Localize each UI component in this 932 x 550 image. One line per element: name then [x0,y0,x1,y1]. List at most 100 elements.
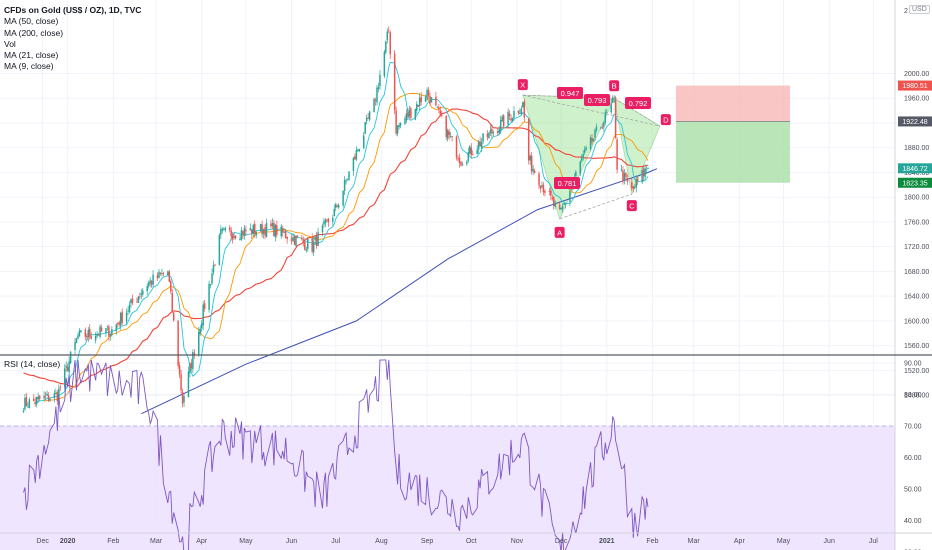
indicator-ma21[interactable]: MA (21, close) [4,50,59,61]
price-tick-label: 1600.00 [904,318,929,325]
candle-body [405,113,408,121]
candle-body [513,110,515,118]
candle-body [202,304,204,326]
candle-body [94,335,97,341]
candle-body [348,171,350,180]
ma-layer [23,61,658,415]
candle-body [212,265,215,273]
currency-label[interactable]: USD [909,5,930,14]
price-tick-label: 1680.00 [904,269,929,276]
candle-body [603,122,605,128]
candle-body [323,221,325,225]
candle-body [203,303,206,309]
pattern-point-x: X [517,79,528,91]
candle-body [626,178,629,182]
candle-body [507,111,509,126]
candle-body [125,312,128,322]
candle-body [564,202,567,205]
time-tick-label: Feb [107,538,119,545]
indicator-ma50[interactable]: MA (50, close) [4,16,59,27]
symbol-title[interactable]: CFDs on Gold (US$ / OZ), 1D, TVC [4,5,142,15]
candle-body [221,228,224,231]
candle-body [259,224,262,231]
candle-body [410,108,412,118]
candle-body [498,129,501,133]
candle-body [44,395,47,397]
candle-body [620,169,623,171]
candle-body [305,249,308,251]
candle-body [90,336,92,339]
candle-body [317,232,319,246]
candle-body [255,231,257,236]
price-tick-label: 1960.00 [904,96,929,103]
candle-body [558,204,561,210]
time-tick-label: Jun [286,538,297,545]
indicator-ma200[interactable]: MA (200, close) [4,27,64,38]
price-badge: 1922.48 [898,116,932,127]
candle-body [146,286,148,292]
price-tick-label: 1800.00 [904,195,929,202]
candle-body [476,149,478,155]
price-tick-label: 1480.00 [904,393,929,400]
candle-body [290,238,293,242]
stop-loss-zone [676,85,790,122]
indicator-vol[interactable]: Vol [4,38,16,49]
candle-body [75,338,78,344]
candle-body [600,127,602,129]
indicator-ma9[interactable]: MA (9, close) [4,61,54,72]
candle-body [367,117,369,119]
candle-body [80,330,82,333]
candle-body [614,97,617,138]
candle-body [198,331,200,356]
candle-body [332,217,334,222]
candle-body [548,191,551,193]
candle-body [315,235,318,247]
candle-body [223,228,225,230]
candle-body [156,275,159,279]
candle-body [139,296,141,298]
candle-body [554,202,556,207]
candle-body [553,197,555,207]
candle-body [47,395,50,401]
candle-body [183,396,185,403]
time-tick-label: May [777,538,791,545]
candle-body [109,333,112,336]
time-tick-label: Dec [36,538,49,545]
candle-body [24,397,26,410]
candle-body [501,116,503,122]
rsi-legend[interactable]: RSI (14, close) [4,359,61,369]
candle-body [445,115,447,137]
candle-body [321,225,324,233]
candle-body [480,142,483,148]
candle-body [374,100,377,102]
candle-body [388,30,390,32]
candle-body [613,97,615,99]
candle-layer [22,26,649,414]
rsi-line [23,359,649,550]
candle-body [550,190,552,197]
candle-body [150,281,153,285]
candle-body [228,227,231,230]
candle-body [368,111,371,120]
time-tick-label: Oct [466,538,477,545]
candle-body [451,135,453,137]
candle-body [34,401,37,404]
rsi-layer [23,359,649,550]
candle-body [408,109,411,117]
candle-body [56,392,59,402]
candle-body [181,391,184,404]
candle-body [178,365,181,375]
candle-body [533,171,536,174]
candle-body [430,97,433,103]
candle-body [261,224,263,235]
ma9-line [33,61,649,405]
candle-body [458,157,461,163]
candle-body [137,296,140,303]
candle-body [336,205,338,207]
candle-body [214,264,216,266]
candle-body [488,132,490,139]
candle-body [482,133,484,142]
candle-body [561,206,564,210]
